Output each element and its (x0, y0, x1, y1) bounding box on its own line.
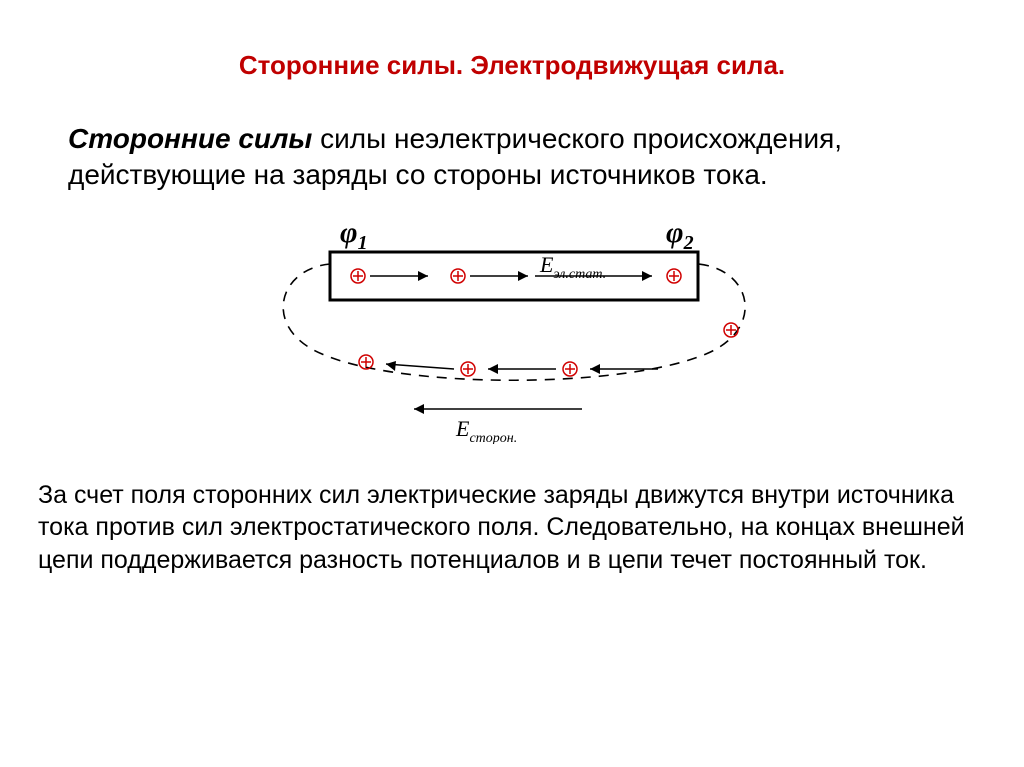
phi2-label: φ2 (666, 216, 694, 254)
body-paragraph: За счет поля сторонних сил электрические… (38, 479, 986, 577)
e-outer-label: Eсторон. (455, 416, 517, 444)
definition-text: Сторонние силы силы неэлектрического про… (68, 121, 986, 194)
main-title: Сторонние силы. Электродвижущая сила. (38, 50, 986, 81)
ext-arrow-1 (590, 364, 658, 374)
e-inner-label: Eэл.стат. (539, 252, 606, 282)
definition-term: Сторонние силы (68, 123, 312, 154)
e-outer-arrow (414, 404, 582, 414)
inner-charge-2 (451, 269, 465, 283)
ext-arrow-2 (488, 364, 556, 374)
inner-charge-1 (351, 269, 365, 283)
inner-arrow-2 (470, 271, 528, 281)
phi1-label: φ1 (340, 216, 368, 254)
ext-charge-mid-right (563, 362, 577, 376)
inner-arrow-1 (370, 271, 428, 281)
emf-diagram: φ1 φ2 (38, 214, 986, 449)
inner-charge-3 (667, 269, 681, 283)
ext-arrow-3 (386, 361, 454, 371)
ext-charge-left (359, 355, 373, 369)
ext-charge-right (724, 323, 738, 337)
ext-charge-mid-left (461, 362, 475, 376)
